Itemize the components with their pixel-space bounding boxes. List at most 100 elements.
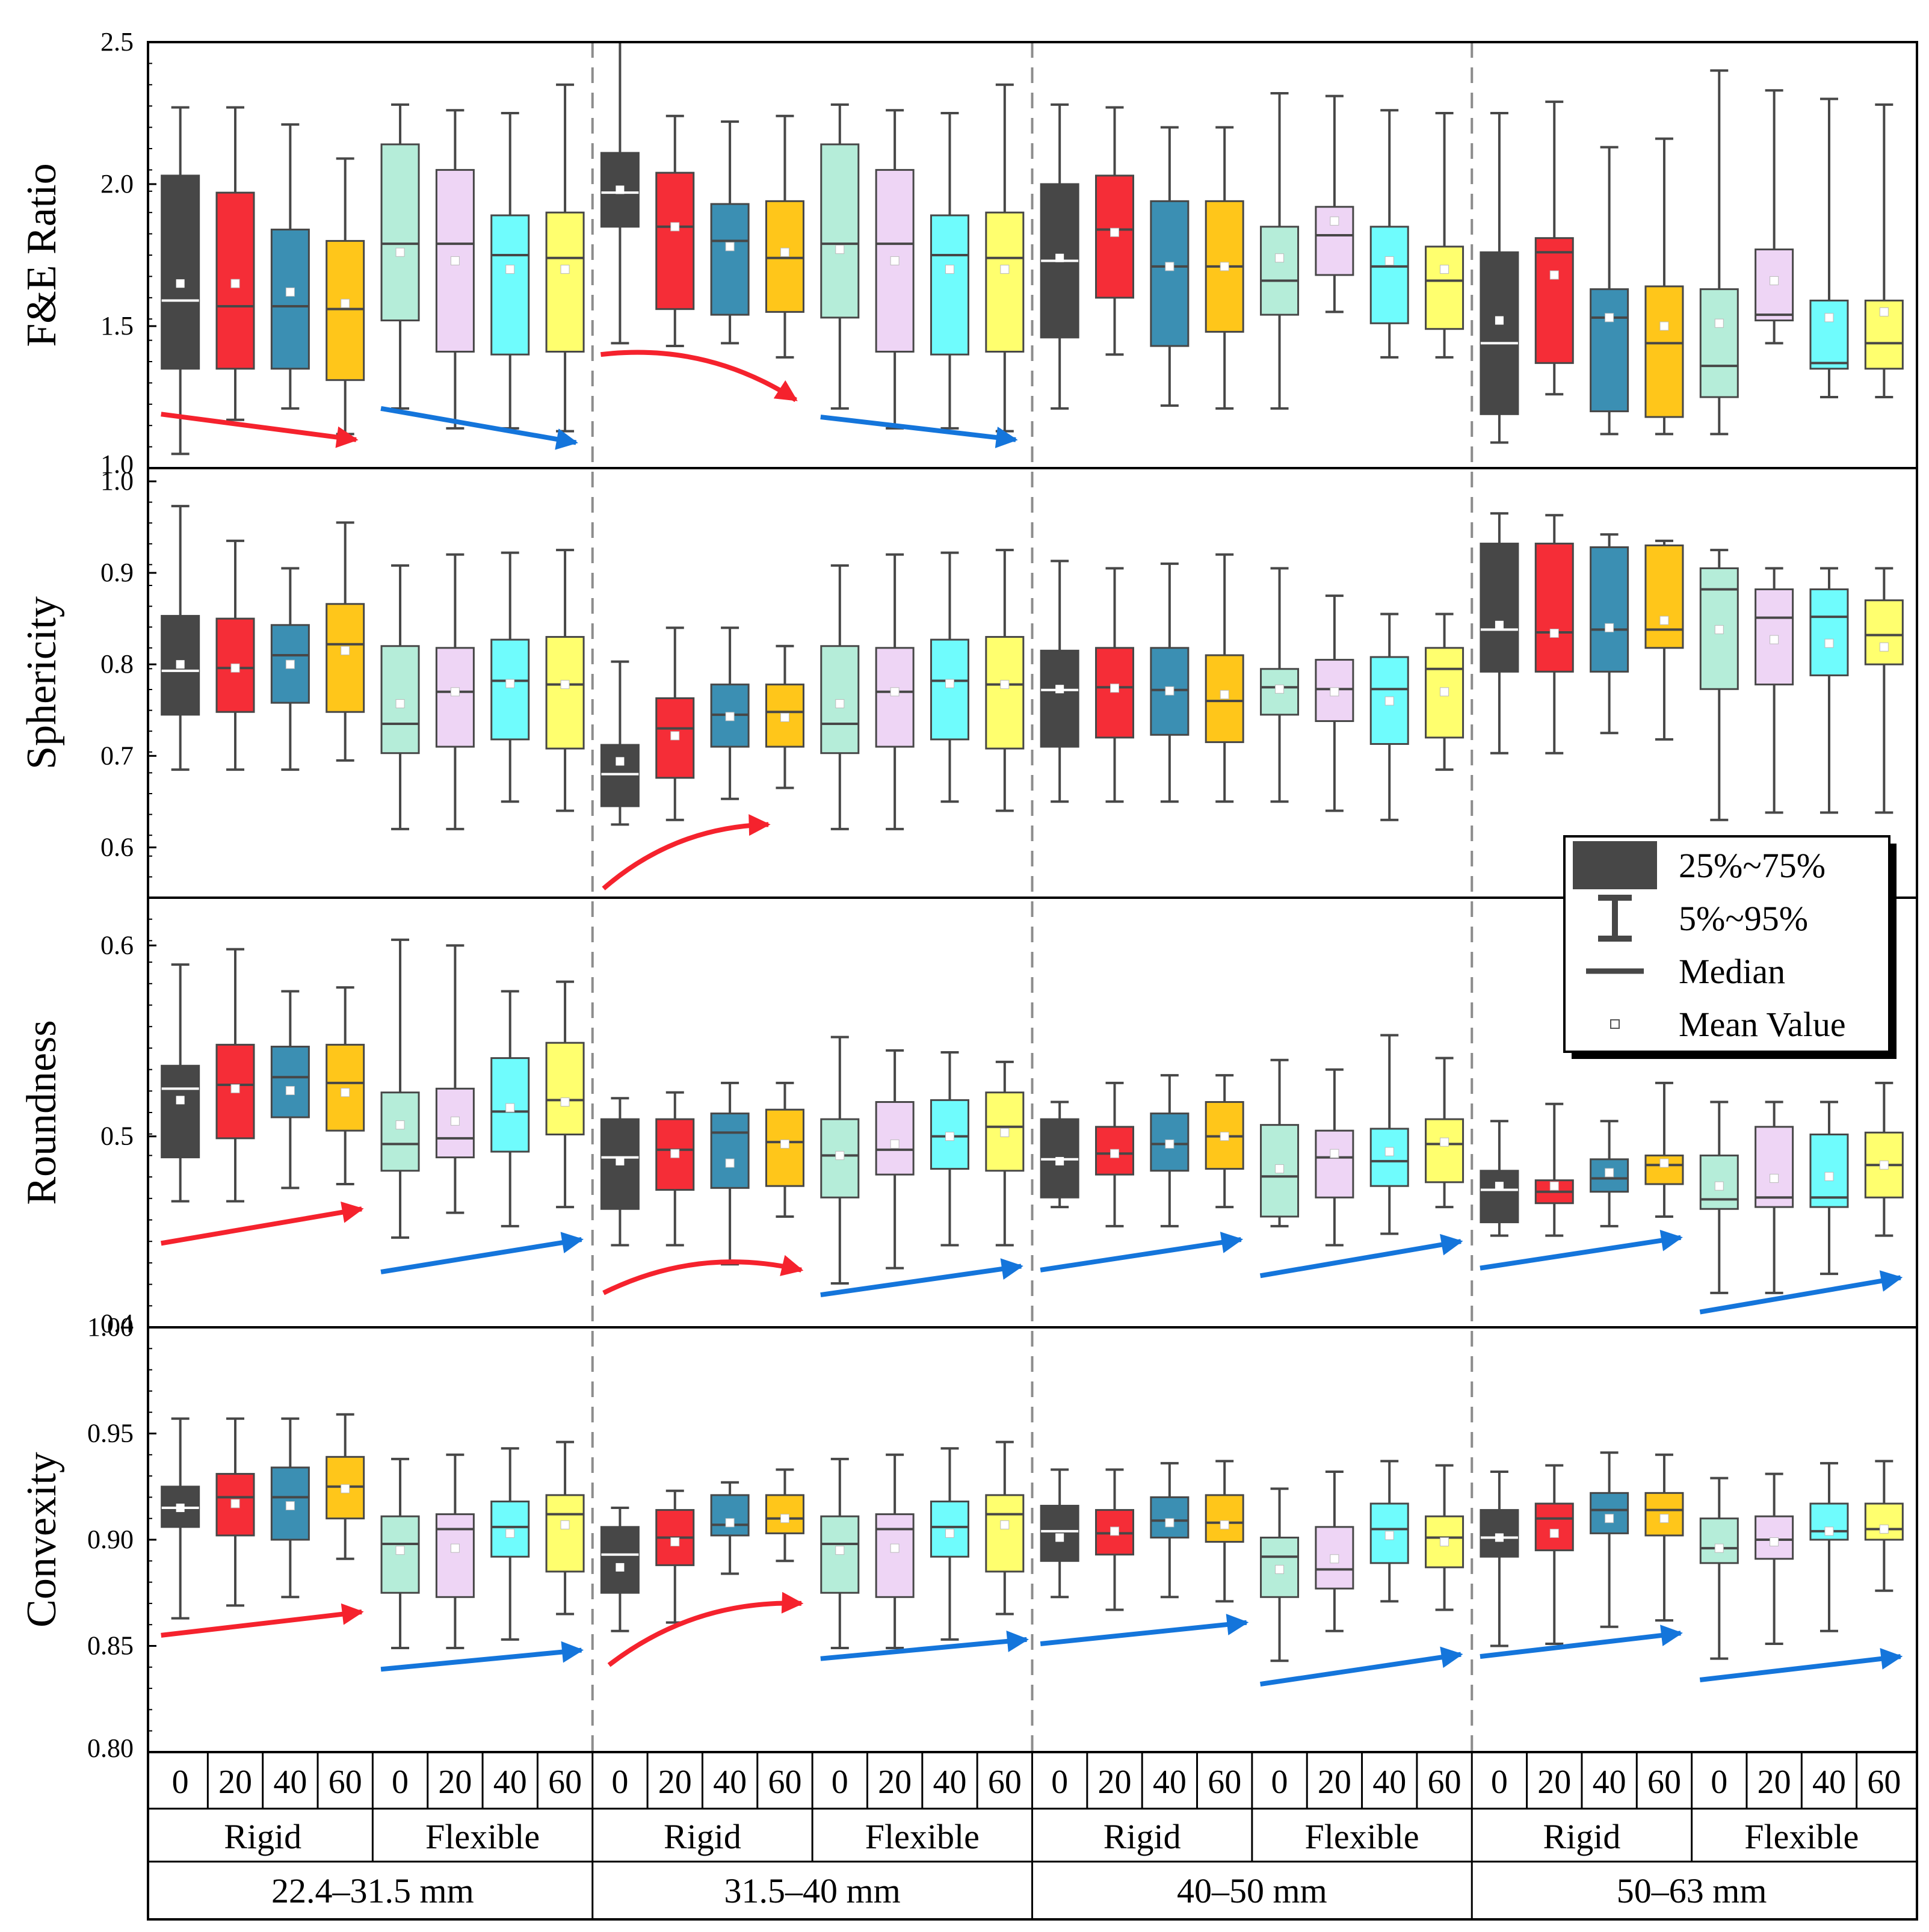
trend-arrow-6 — [1259, 1646, 1463, 1687]
box-16 — [985, 549, 1025, 812]
mean-marker — [560, 1097, 570, 1107]
box-29 — [1699, 69, 1739, 436]
mean-marker — [1275, 253, 1285, 263]
mean-marker — [1495, 1182, 1504, 1191]
iqr-box — [490, 638, 530, 741]
mean-marker — [285, 659, 295, 669]
iqr-box — [326, 239, 365, 381]
mean-marker — [1440, 1137, 1449, 1147]
box-20 — [1205, 1074, 1244, 1209]
box-11 — [710, 120, 750, 345]
mean-marker — [945, 1132, 954, 1141]
mean-marker — [1165, 1139, 1174, 1149]
box-22 — [1315, 1068, 1354, 1247]
trend-arrow-4 — [820, 1258, 1023, 1298]
box-5 — [380, 1457, 420, 1650]
panel-3-boxes — [161, 938, 1904, 1294]
mean-marker — [1714, 318, 1724, 328]
iqr-box — [1369, 1128, 1409, 1187]
iqr-box — [600, 744, 640, 807]
mean-marker — [1440, 687, 1449, 697]
iqr-box — [1699, 1517, 1739, 1564]
trend-arrow-1 — [161, 412, 359, 448]
trend-arrow-1 — [161, 1201, 364, 1246]
mean-marker — [1714, 1543, 1724, 1553]
mean-marker — [1220, 690, 1229, 699]
iqr-box — [1809, 300, 1849, 370]
box-15 — [930, 1051, 969, 1247]
box-32 — [1864, 103, 1904, 398]
stiffness-label: Rigid — [1103, 1817, 1181, 1856]
dose-label: 40 — [1593, 1764, 1626, 1801]
mean-marker — [395, 247, 405, 257]
box-13 — [820, 1035, 860, 1285]
stiffness-label: Flexible — [1744, 1817, 1859, 1856]
iqr-box — [600, 1526, 640, 1594]
box-18 — [1095, 567, 1135, 803]
box-22 — [1315, 94, 1354, 313]
trend-arrow-1 — [602, 814, 771, 890]
mean-marker — [450, 1543, 460, 1553]
mean-marker — [1495, 1533, 1504, 1542]
box-6 — [435, 944, 475, 1214]
iqr-box — [435, 1513, 475, 1598]
iqr-box — [1040, 1505, 1079, 1562]
box-10 — [655, 114, 695, 348]
iqr-box — [1369, 226, 1409, 324]
mean-marker — [1605, 1168, 1614, 1177]
mean-marker — [395, 1120, 405, 1130]
legend-label: Median — [1679, 952, 1785, 991]
trend-arrow-2 — [380, 1641, 584, 1672]
iqr-box — [326, 603, 365, 713]
iqr-box — [1480, 251, 1519, 415]
dose-label: 0 — [172, 1764, 189, 1801]
y-tick-label: 0.7 — [100, 741, 134, 770]
mean-marker — [450, 256, 460, 265]
box-31 — [1809, 97, 1849, 398]
mean-marker — [725, 242, 735, 252]
mean-marker — [1879, 1160, 1889, 1170]
mean-marker — [1055, 253, 1064, 262]
mean-marker — [450, 1116, 460, 1126]
box-6 — [435, 1453, 475, 1650]
box-29 — [1699, 549, 1739, 821]
mean-marker — [835, 1546, 845, 1555]
iqr-box — [1644, 544, 1684, 649]
box-5 — [380, 103, 420, 410]
iqr-box — [270, 1046, 310, 1119]
dose-label: 20 — [438, 1764, 472, 1801]
mean-marker — [560, 265, 570, 274]
box-1 — [161, 1417, 200, 1620]
box-3 — [270, 1417, 310, 1599]
legend-label: Mean Value — [1679, 1005, 1846, 1044]
box-31 — [1809, 567, 1849, 814]
box-1 — [161, 106, 200, 455]
mean-marker — [1770, 1173, 1779, 1183]
box-11 — [710, 1481, 750, 1575]
mean-marker — [1055, 685, 1064, 694]
iqr-box — [765, 1494, 804, 1534]
iqr-box — [1205, 1494, 1244, 1543]
box-27 — [1590, 1451, 1629, 1628]
mean-marker — [1605, 623, 1614, 632]
iqr-box — [1755, 1515, 1794, 1560]
box-31 — [1809, 1461, 1849, 1632]
box-22 — [1315, 594, 1354, 812]
iqr-box — [1425, 1118, 1464, 1184]
mean-marker — [1659, 321, 1669, 331]
iqr-box — [655, 171, 695, 310]
legend-box-swatch — [1573, 841, 1657, 889]
dose-label: 40 — [1812, 1764, 1846, 1801]
mean-marker — [1220, 262, 1229, 271]
box-3 — [270, 123, 310, 410]
mean-marker — [616, 1156, 625, 1165]
size-class-label: 50–63 mm — [1617, 1871, 1767, 1910]
box-21 — [1260, 1058, 1300, 1227]
box-2 — [215, 539, 255, 771]
box-6 — [435, 553, 475, 830]
mean-marker — [1659, 1158, 1669, 1168]
panel-4-boxes — [161, 1413, 1904, 1662]
y-axis-layer: 1.0 1.5 2.0 2.5 F&E Ratio 0.6 0.7 0.8 0.9 1.0 Sphe… — [19, 27, 156, 1763]
box-13 — [820, 564, 860, 830]
box-7 — [490, 990, 530, 1227]
